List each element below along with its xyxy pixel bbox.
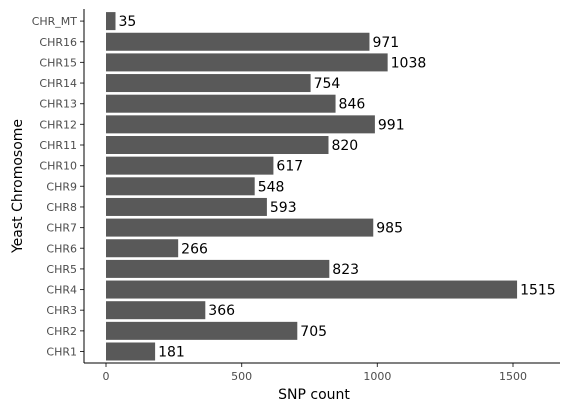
y-axis-title: Yeast Chromosome bbox=[10, 119, 26, 254]
y-tick-label-chr4: CHR4 bbox=[46, 284, 77, 297]
y-axis-ticks: CHR1 CHR2 CHR3 CHR4 CHR5 CHR6 CHR7 CHR8 CHR9 CHR1… bbox=[32, 15, 84, 359]
y-tick-label-chr10: CHR10 bbox=[39, 160, 77, 173]
data-label-chr4: 1515 bbox=[520, 283, 556, 299]
x-tick-label-1500: 1500 bbox=[499, 370, 527, 383]
y-tick-label-chr1: CHR1 bbox=[46, 346, 77, 359]
data-label-chr7: 985 bbox=[376, 221, 403, 237]
bar-chr11 bbox=[106, 136, 329, 154]
y-tick-label-chr7: CHR7 bbox=[46, 222, 77, 235]
data-label-chr9: 548 bbox=[258, 179, 285, 195]
data-label-chr10: 617 bbox=[276, 159, 303, 175]
y-tick-label-chr2: CHR2 bbox=[46, 325, 77, 338]
data-label-chr6: 266 bbox=[181, 241, 208, 257]
y-tick-label-chr12: CHR12 bbox=[39, 118, 77, 131]
x-tick-label-0: 0 bbox=[103, 370, 110, 383]
data-label-chr16: 971 bbox=[372, 35, 399, 51]
y-tick-label-chr13: CHR13 bbox=[39, 98, 77, 111]
bar-chr1 bbox=[106, 342, 156, 361]
bar-chr6 bbox=[106, 239, 179, 258]
y-tick-label-chr9: CHR9 bbox=[46, 180, 77, 193]
data-label-chr5: 823 bbox=[332, 262, 359, 278]
bar-chr10 bbox=[106, 156, 274, 175]
bar-chr12 bbox=[106, 115, 375, 134]
y-tick-label-chr6: CHR6 bbox=[46, 242, 77, 255]
data-label-chr2: 705 bbox=[300, 324, 327, 340]
bar-chr15 bbox=[106, 53, 388, 72]
bar-chr5 bbox=[106, 259, 330, 278]
bar-chr9 bbox=[106, 177, 255, 196]
data-label-chr3: 366 bbox=[208, 303, 235, 319]
data-label-chr-mt: 35 bbox=[119, 14, 137, 30]
x-tick-label-1000: 1000 bbox=[363, 370, 391, 383]
data-label-chr14: 754 bbox=[314, 76, 341, 92]
bars-layer bbox=[106, 12, 518, 361]
y-tick-label-chr11: CHR11 bbox=[39, 139, 77, 152]
bar-chr-mt bbox=[106, 12, 116, 31]
bar-chr13 bbox=[106, 94, 336, 113]
bar-chr2 bbox=[106, 321, 298, 340]
bar-chr7 bbox=[106, 218, 374, 237]
y-tick-label-chr3: CHR3 bbox=[46, 304, 77, 317]
data-label-chr11: 820 bbox=[331, 138, 358, 154]
y-tick-label-chr15: CHR15 bbox=[39, 56, 77, 69]
bar-chr14 bbox=[106, 74, 311, 93]
x-axis-title: SNP count bbox=[278, 387, 350, 403]
y-tick-label-chr8: CHR8 bbox=[46, 201, 77, 214]
data-label-chr13: 846 bbox=[339, 97, 366, 113]
x-axis-ticks: 0 500 1000 1500 bbox=[103, 363, 527, 383]
y-tick-label-chr16: CHR16 bbox=[39, 36, 77, 49]
bar-chr8 bbox=[106, 197, 267, 216]
data-labels-layer: 181 705 366 1515 823 266 985 593 548 617 820 991 846… bbox=[119, 14, 556, 360]
y-tick-label-chr-mt: CHR_MT bbox=[32, 15, 78, 28]
data-label-chr12: 991 bbox=[378, 117, 405, 133]
bar-chr3 bbox=[106, 301, 206, 320]
y-tick-label-chr5: CHR5 bbox=[46, 263, 77, 276]
data-label-chr1: 181 bbox=[158, 345, 185, 361]
bar-chr4 bbox=[106, 280, 518, 299]
data-label-chr8: 593 bbox=[270, 200, 297, 216]
bar-chr16 bbox=[106, 32, 370, 51]
data-label-chr15: 1038 bbox=[391, 55, 427, 71]
x-tick-label-500: 500 bbox=[231, 370, 252, 383]
y-tick-label-chr14: CHR14 bbox=[39, 77, 77, 90]
